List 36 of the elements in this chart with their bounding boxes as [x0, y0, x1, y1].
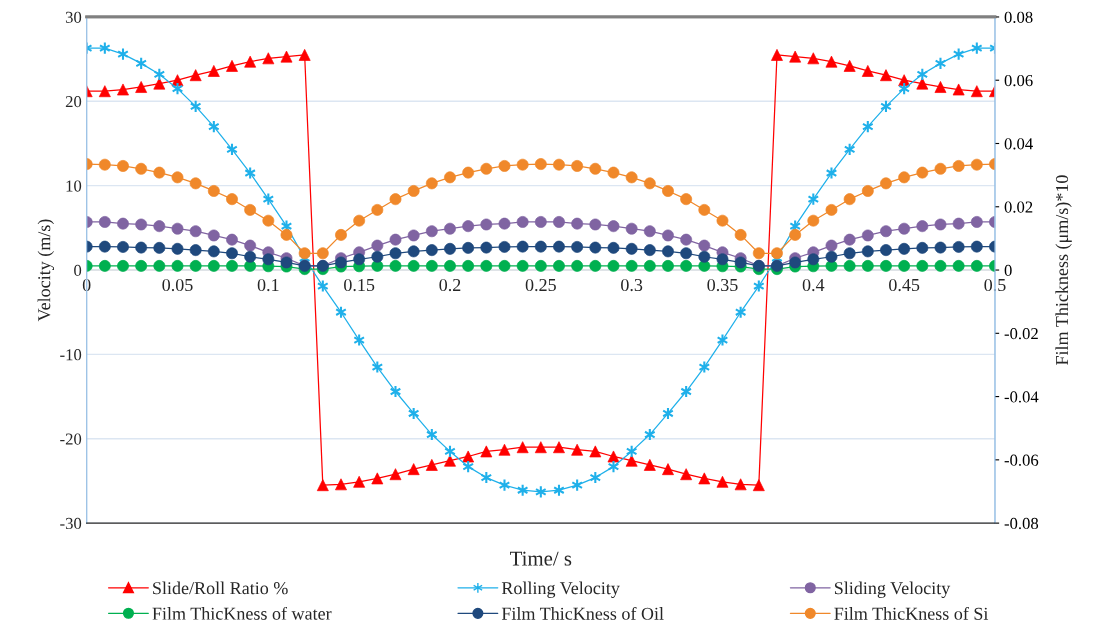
y2-tick-label: 0.02 — [1004, 201, 1033, 213]
y2-tick-label: 0 — [1004, 264, 1012, 276]
y2-tick-label: -0.08 — [1004, 517, 1039, 530]
y2-tick-label: 0.06 — [1004, 74, 1033, 87]
y-tick-label: 20 — [65, 96, 82, 108]
x-tick-label: 0.3 — [621, 278, 643, 292]
x-tick-label: 0 — [82, 278, 91, 292]
legend-label: Rolling Velocity — [501, 581, 620, 598]
x-tick-label: 0.15 — [344, 278, 375, 292]
y2-tick-label: 0.04 — [1004, 138, 1033, 150]
y2-axis-title: Film Thickness (μm/s)*10 — [1055, 175, 1072, 365]
legend-label: Sliding Velocity — [834, 581, 951, 598]
y-tick-label: -20 — [60, 433, 82, 445]
x-tick-label: 0.4 — [802, 278, 825, 292]
y-tick-label: -30 — [60, 517, 82, 530]
x-tick-label: 0.5 — [984, 278, 1006, 292]
x-tick-label: 0.1 — [257, 278, 279, 292]
y2-tick-label: -0.02 — [1004, 328, 1038, 340]
y2-tick-label: -0.04 — [1004, 391, 1039, 403]
y-axis-title: Velocity (m/s) — [37, 219, 55, 322]
legend-label: Slide/Roll Ratio % — [153, 581, 288, 595]
x-tick-label: 0.25 — [525, 278, 556, 292]
x-tick-label: 0.05 — [162, 278, 193, 292]
legend-label: Film ThicKness of water — [152, 606, 332, 620]
y2-tick-label: -0.06 — [1004, 454, 1039, 466]
y-tick-label: 10 — [66, 180, 82, 192]
y-tick-label: 30 — [65, 11, 82, 23]
y-tick-label: -10 — [60, 349, 82, 361]
x-axis-title: Time/ s — [510, 551, 572, 566]
y2-tick-label: 0.08 — [1004, 11, 1033, 23]
y-tick-label: 0 — [74, 264, 82, 276]
legend-label: Film ThicKness of Si — [834, 606, 989, 620]
x-tick-label: 0.2 — [439, 278, 461, 292]
x-tick-label: 0.35 — [707, 278, 738, 292]
legend-label: Film ThicKness of Oil — [501, 606, 664, 620]
x-tick-label: 0.45 — [889, 278, 920, 292]
